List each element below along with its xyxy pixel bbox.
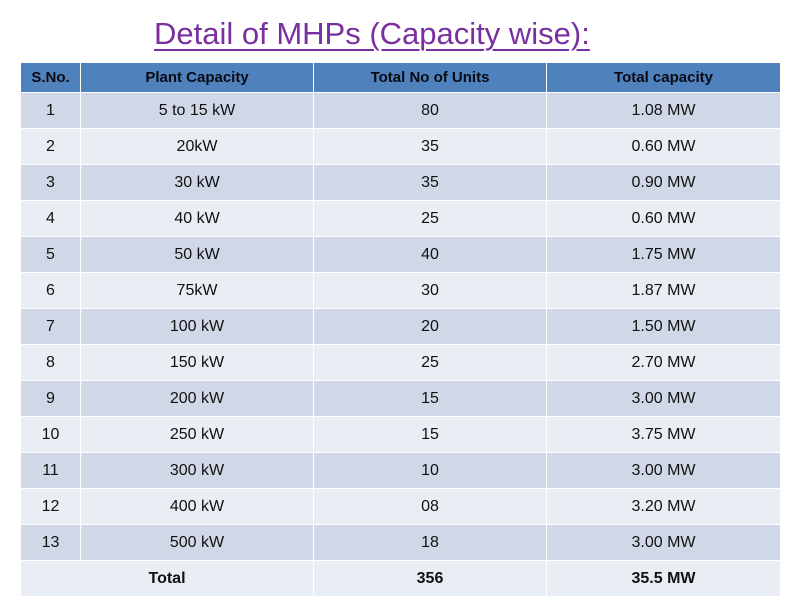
cell-plant-capacity: 100 kW	[80, 308, 314, 345]
cell-total-capacity: 1.08 MW	[546, 92, 781, 129]
table-row: 13 500 kW 18 3.00 MW	[20, 524, 781, 561]
table-row: 6 75kW 30 1.87 MW	[20, 272, 781, 309]
cell-serial-number: 2	[20, 128, 81, 165]
cell-total-capacity: 1.87 MW	[546, 272, 781, 309]
table-row: 12 400 kW 08 3.20 MW	[20, 488, 781, 525]
cell-serial-number: 9	[20, 380, 81, 417]
table-row: 7 100 kW 20 1.50 MW	[20, 308, 781, 345]
cell-plant-capacity: 200 kW	[80, 380, 314, 417]
cell-total-units: 30	[313, 272, 547, 309]
cell-total-units: 18	[313, 524, 547, 561]
cell-total-units: 15	[313, 416, 547, 453]
table-row: 3 30 kW 35 0.90 MW	[20, 164, 781, 201]
header-total-capacity: Total capacity	[546, 62, 781, 93]
cell-plant-capacity: 5 to 15 kW	[80, 92, 314, 129]
cell-total-units: 80	[313, 92, 547, 129]
header-serial-number: S.No.	[20, 62, 81, 93]
cell-total-capacity: 1.75 MW	[546, 236, 781, 273]
cell-total-capacity: 3.00 MW	[546, 380, 781, 417]
slide-title: Detail of MHPs (Capacity wise):	[154, 16, 590, 51]
cell-serial-number: 10	[20, 416, 81, 453]
table-row: 5 50 kW 40 1.75 MW	[20, 236, 781, 273]
cell-total-units: 10	[313, 452, 547, 489]
cell-serial-number: 13	[20, 524, 81, 561]
header-total-units: Total No of Units	[313, 62, 547, 93]
cell-serial-number: 12	[20, 488, 81, 525]
table-row: 9 200 kW 15 3.00 MW	[20, 380, 781, 417]
cell-total-capacity: 3.75 MW	[546, 416, 781, 453]
table-row: 10 250 kW 15 3.75 MW	[20, 416, 781, 453]
cell-serial-number: 3	[20, 164, 81, 201]
mhp-capacity-table: S.No. Plant Capacity Total No of Units T…	[20, 62, 781, 597]
cell-plant-capacity: 500 kW	[80, 524, 314, 561]
table-row: 2 20kW 35 0.60 MW	[20, 128, 781, 165]
cell-total-capacity: 0.60 MW	[546, 128, 781, 165]
cell-total-units: 25	[313, 344, 547, 381]
cell-total-units: 20	[313, 308, 547, 345]
cell-plant-capacity: 400 kW	[80, 488, 314, 525]
cell-total-capacity: 2.70 MW	[546, 344, 781, 381]
cell-total-capacity: 3.00 MW	[546, 524, 781, 561]
cell-total-capacity: 3.20 MW	[546, 488, 781, 525]
table-row: 11 300 kW 10 3.00 MW	[20, 452, 781, 489]
cell-plant-capacity: 75kW	[80, 272, 314, 309]
total-units: 356	[313, 560, 547, 597]
total-capacity: 35.5 MW	[546, 560, 781, 597]
cell-total-capacity: 3.00 MW	[546, 452, 781, 489]
cell-serial-number: 8	[20, 344, 81, 381]
cell-total-capacity: 0.90 MW	[546, 164, 781, 201]
cell-serial-number: 4	[20, 200, 81, 237]
cell-total-units: 35	[313, 164, 547, 201]
table-row: 4 40 kW 25 0.60 MW	[20, 200, 781, 237]
header-row: S.No. Plant Capacity Total No of Units T…	[20, 62, 781, 93]
cell-total-units: 08	[313, 488, 547, 525]
table-row: 8 150 kW 25 2.70 MW	[20, 344, 781, 381]
header-plant-capacity: Plant Capacity	[80, 62, 314, 93]
cell-serial-number: 7	[20, 308, 81, 345]
cell-serial-number: 6	[20, 272, 81, 309]
cell-serial-number: 5	[20, 236, 81, 273]
cell-total-units: 35	[313, 128, 547, 165]
mhp-capacity-table-container: S.No. Plant Capacity Total No of Units T…	[20, 62, 781, 597]
cell-total-units: 40	[313, 236, 547, 273]
cell-plant-capacity: 40 kW	[80, 200, 314, 237]
table-header: S.No. Plant Capacity Total No of Units T…	[20, 62, 781, 93]
cell-total-capacity: 0.60 MW	[546, 200, 781, 237]
cell-total-units: 25	[313, 200, 547, 237]
cell-plant-capacity: 250 kW	[80, 416, 314, 453]
cell-plant-capacity: 30 kW	[80, 164, 314, 201]
cell-serial-number: 11	[20, 452, 81, 489]
cell-plant-capacity: 50 kW	[80, 236, 314, 273]
cell-plant-capacity: 300 kW	[80, 452, 314, 489]
total-label: Total	[20, 560, 314, 597]
total-row: Total 356 35.5 MW	[20, 560, 781, 597]
cell-plant-capacity: 20kW	[80, 128, 314, 165]
cell-total-capacity: 1.50 MW	[546, 308, 781, 345]
cell-total-units: 15	[313, 380, 547, 417]
cell-plant-capacity: 150 kW	[80, 344, 314, 381]
cell-serial-number: 1	[20, 92, 81, 129]
